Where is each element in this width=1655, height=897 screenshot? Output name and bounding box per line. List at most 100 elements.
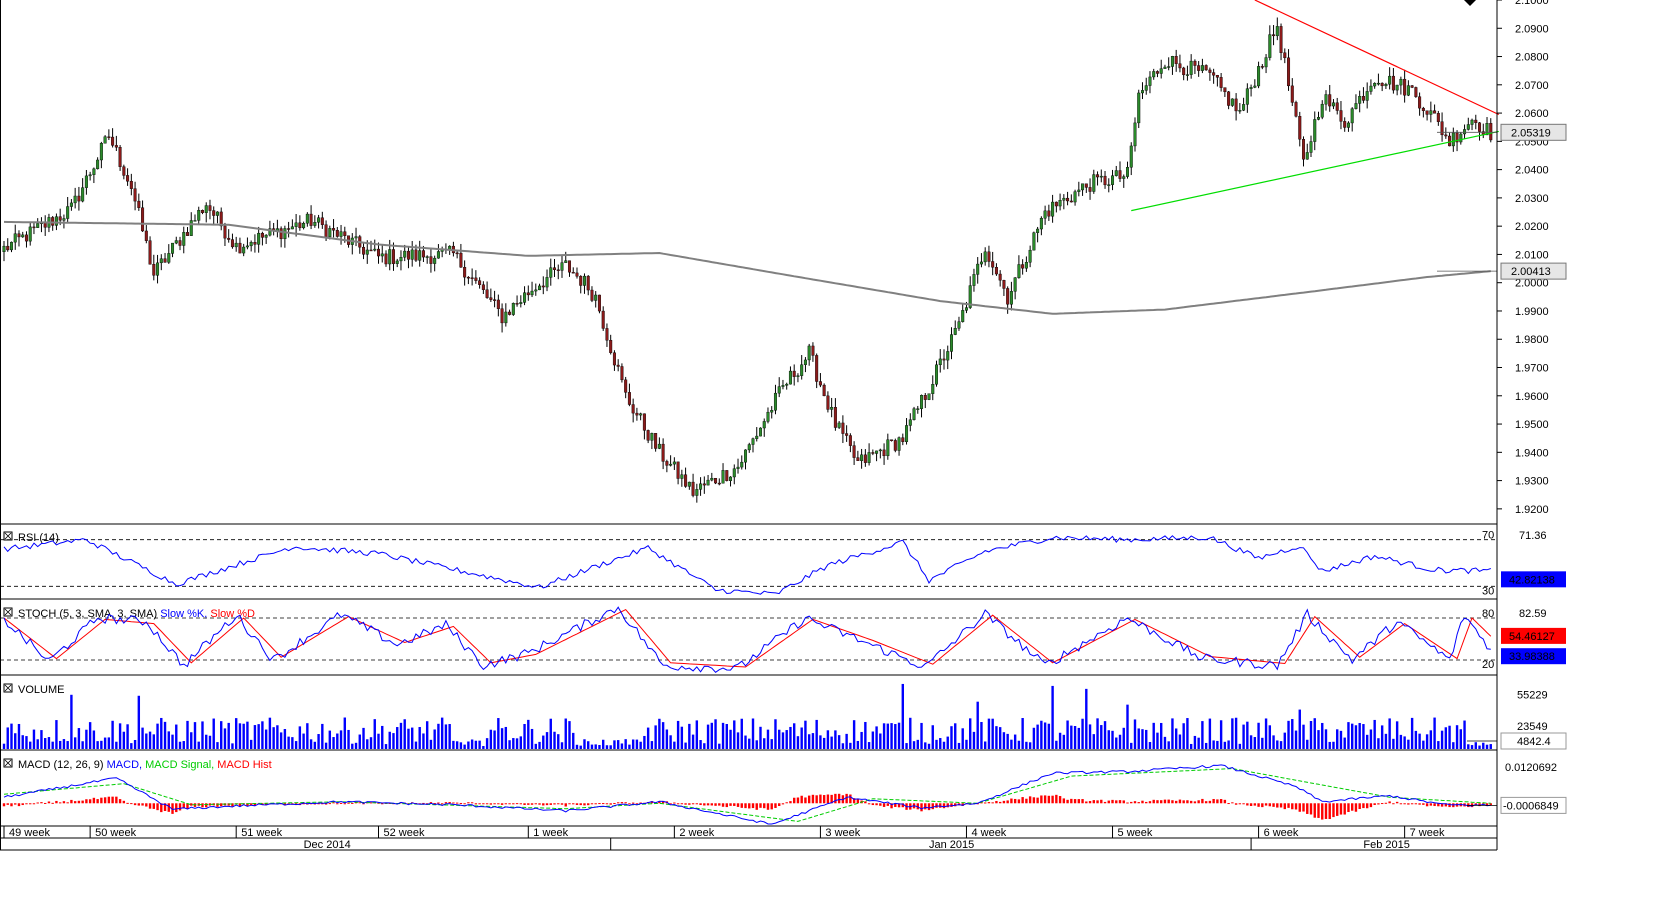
volume-bar xyxy=(538,741,541,749)
volume-bar xyxy=(1174,728,1178,749)
volume-bar xyxy=(1324,729,1328,749)
candle xyxy=(159,254,163,271)
macd-hist-bar xyxy=(1261,803,1264,808)
macd-hist-bar xyxy=(781,803,785,805)
macd-hist-bar xyxy=(156,803,159,811)
price-tick-label: 2.0700 xyxy=(1515,80,1549,92)
candle xyxy=(882,443,886,465)
macd-hist-bar xyxy=(96,799,99,804)
macd-hist-bar xyxy=(807,795,811,804)
candle xyxy=(313,215,317,228)
price-tick-label: 1.9500 xyxy=(1515,419,1549,431)
candle xyxy=(1399,76,1403,95)
volume-bar xyxy=(145,733,148,749)
macd-hist-bar xyxy=(1148,801,1152,804)
candle xyxy=(1047,204,1051,221)
volume-bar xyxy=(774,719,777,749)
volume-bar xyxy=(1182,723,1185,749)
macd-hist-bar xyxy=(864,801,867,804)
macd-hist-bar xyxy=(6,803,9,805)
macd-hist-bar xyxy=(845,793,848,804)
candle xyxy=(1257,61,1261,89)
macd-hist-bar xyxy=(14,803,17,805)
volume-bar xyxy=(2,743,6,749)
volume-bar xyxy=(392,733,395,749)
candle xyxy=(867,443,871,466)
candle xyxy=(1234,93,1238,121)
week-label: 50 week xyxy=(95,827,136,839)
candle xyxy=(1114,165,1118,177)
candle xyxy=(710,472,714,482)
stoch-k-box xyxy=(1501,648,1566,665)
candle xyxy=(287,221,291,238)
volume-bar xyxy=(512,738,515,749)
volume-bar xyxy=(1100,725,1103,749)
candle xyxy=(204,202,208,223)
volume-bar xyxy=(1047,723,1051,749)
candle xyxy=(1122,174,1126,188)
volume-bar xyxy=(628,744,631,749)
volume-bar xyxy=(837,735,841,749)
candle xyxy=(129,173,133,196)
volume-bar xyxy=(1422,740,1425,749)
candle xyxy=(66,196,70,224)
volume-bar xyxy=(969,718,972,749)
candle xyxy=(17,230,21,247)
volume-bar xyxy=(51,741,54,749)
candle xyxy=(249,240,253,252)
volume-bar xyxy=(527,719,530,749)
macd-hist-bar xyxy=(216,803,219,807)
volume-bar xyxy=(699,740,702,749)
volume-bar xyxy=(122,731,126,749)
candle xyxy=(1283,48,1287,64)
candle xyxy=(1107,178,1111,193)
volume-bar xyxy=(1017,740,1021,749)
macd-hist-bar xyxy=(1351,803,1354,811)
volume-bar xyxy=(1223,741,1227,749)
scroll-marker-icon[interactable] xyxy=(1464,0,1476,6)
candle xyxy=(732,464,736,485)
macd-hist-bar xyxy=(474,803,478,805)
stoch-k-label: 33.98388 xyxy=(1509,651,1555,663)
candle xyxy=(860,448,864,469)
candle xyxy=(1111,169,1115,191)
macd-line xyxy=(3,764,1491,825)
candle xyxy=(744,449,748,470)
macd-hist-bar xyxy=(849,794,852,804)
volume-bar xyxy=(467,741,470,749)
macd-hist-bar xyxy=(927,803,931,811)
macd-hist-bar xyxy=(1410,803,1414,805)
macd-hist-bar xyxy=(1399,803,1403,805)
candle xyxy=(114,135,118,151)
macd-hist-bar xyxy=(148,803,152,809)
volume-bar xyxy=(1006,733,1009,749)
volume-bar xyxy=(1025,741,1028,749)
volume-bar xyxy=(523,723,526,749)
volume-bar xyxy=(1455,725,1459,749)
macd-hist-bar xyxy=(714,803,717,806)
week-label: 3 week xyxy=(825,827,860,839)
candle xyxy=(1242,97,1246,112)
candle xyxy=(672,457,676,470)
macd-hist-bar xyxy=(1362,803,1365,809)
macd-hist-bar xyxy=(1051,795,1054,804)
volume-tick-label: 55229 xyxy=(1517,690,1548,702)
candle xyxy=(1084,183,1088,193)
volume-bar xyxy=(227,722,230,749)
candle xyxy=(268,220,272,237)
time-axis: 49 week 50 week 51 week 52 week 1 week 2 week… xyxy=(0,826,1497,851)
volume-bar xyxy=(684,742,687,749)
macd-hist-bar xyxy=(628,803,631,805)
candle xyxy=(1298,111,1302,147)
macd-hist-bar xyxy=(1201,798,1204,804)
macd-hist-bar xyxy=(778,803,781,806)
macd-hist-bar xyxy=(950,803,953,807)
candle xyxy=(88,171,92,181)
volume-bar xyxy=(740,718,743,749)
volume-bar xyxy=(343,717,346,749)
candle xyxy=(1200,58,1204,74)
volume-bar xyxy=(257,724,260,749)
volume-bar xyxy=(1268,725,1272,749)
volume-bar xyxy=(1085,688,1088,749)
volume-bar xyxy=(766,729,770,749)
